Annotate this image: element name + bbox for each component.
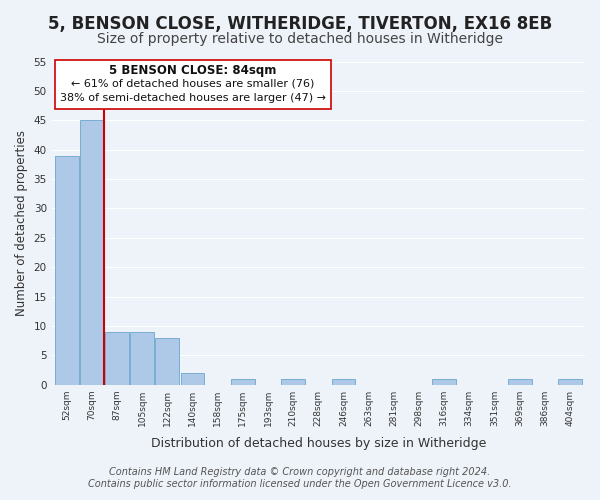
X-axis label: Distribution of detached houses by size in Witheridge: Distribution of detached houses by size … <box>151 437 486 450</box>
Text: 38% of semi-detached houses are larger (47) →: 38% of semi-detached houses are larger (… <box>60 92 326 102</box>
Bar <box>508 379 532 384</box>
Text: 5 BENSON CLOSE: 84sqm: 5 BENSON CLOSE: 84sqm <box>109 64 277 78</box>
Bar <box>55 156 79 384</box>
Bar <box>80 120 104 384</box>
FancyBboxPatch shape <box>55 60 331 108</box>
Bar <box>105 332 129 384</box>
Bar <box>155 338 179 384</box>
Bar <box>281 379 305 384</box>
Text: Size of property relative to detached houses in Witheridge: Size of property relative to detached ho… <box>97 32 503 46</box>
Bar <box>432 379 456 384</box>
Bar <box>558 379 582 384</box>
Text: ← 61% of detached houses are smaller (76): ← 61% of detached houses are smaller (76… <box>71 78 315 88</box>
Bar <box>130 332 154 384</box>
Text: Contains HM Land Registry data © Crown copyright and database right 2024.
Contai: Contains HM Land Registry data © Crown c… <box>88 468 512 489</box>
Bar <box>231 379 255 384</box>
Y-axis label: Number of detached properties: Number of detached properties <box>15 130 28 316</box>
Bar <box>332 379 355 384</box>
Bar <box>181 373 205 384</box>
Text: 5, BENSON CLOSE, WITHERIDGE, TIVERTON, EX16 8EB: 5, BENSON CLOSE, WITHERIDGE, TIVERTON, E… <box>48 15 552 33</box>
